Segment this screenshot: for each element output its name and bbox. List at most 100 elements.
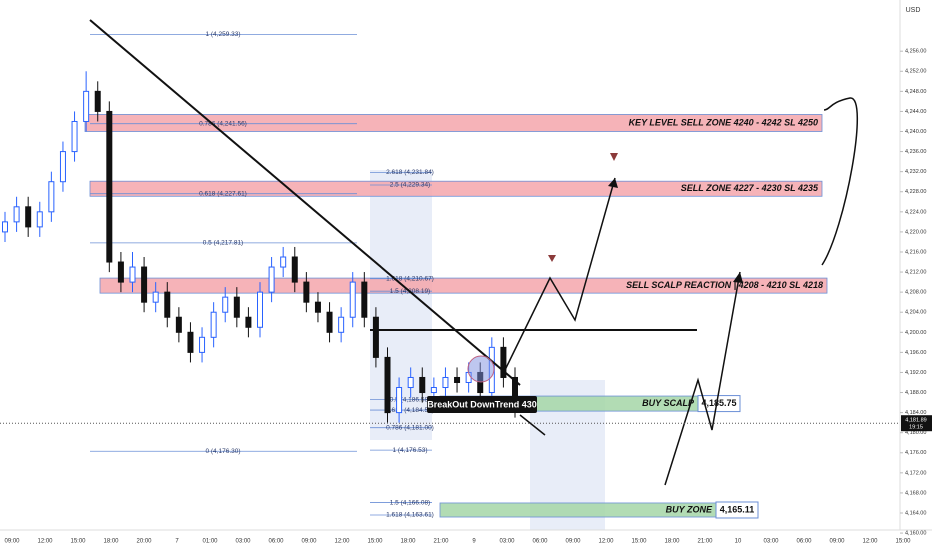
x-tick-label: 10 bbox=[735, 539, 742, 545]
candle-body bbox=[268, 266, 275, 293]
zone bbox=[89, 180, 823, 197]
x-tick-label: 03:00 bbox=[499, 539, 515, 545]
candle-body bbox=[314, 301, 321, 313]
x-tick-label: 06:00 bbox=[796, 539, 812, 545]
candle-body bbox=[83, 90, 90, 122]
last-price-box bbox=[901, 415, 932, 432]
x-tick-label: 18:00 bbox=[103, 539, 119, 545]
candle-body bbox=[245, 316, 252, 328]
y-tick-label: 4,244.00 bbox=[905, 109, 926, 115]
candle-body bbox=[2, 221, 8, 233]
candle-body bbox=[222, 296, 229, 313]
y-tick-label: 4,216.00 bbox=[905, 249, 926, 255]
fib-label: 1.618 (4,210.67) bbox=[386, 275, 434, 282]
candle-body bbox=[396, 387, 403, 414]
candle-body bbox=[187, 331, 194, 353]
candle-body bbox=[129, 266, 136, 283]
x-tick-label: 09:00 bbox=[4, 539, 20, 545]
y-tick-label: 4,168.00 bbox=[905, 490, 926, 496]
candle-body bbox=[25, 206, 32, 228]
y-tick-label: 4,256.00 bbox=[905, 49, 926, 55]
x-tick-label: 01:00 bbox=[202, 539, 218, 545]
candle-body bbox=[210, 311, 217, 338]
candle-body bbox=[430, 387, 437, 394]
zone-label: KEY LEVEL SELL ZONE 4240 - 4242 SL 4250 bbox=[629, 117, 818, 127]
candle-body bbox=[280, 256, 287, 268]
y-tick-label: 4,188.00 bbox=[905, 390, 926, 396]
fib-label: 0.618 (4,184.51) bbox=[386, 407, 434, 414]
x-tick-label: 03:00 bbox=[235, 539, 251, 545]
trend-line bbox=[89, 19, 521, 386]
y-tick-label: 4,236.00 bbox=[905, 149, 926, 155]
arrow bbox=[519, 414, 546, 436]
candle-body bbox=[117, 261, 124, 283]
y-tick-label: 4,240.00 bbox=[905, 129, 926, 135]
y-tick-label: 4,252.00 bbox=[905, 69, 926, 75]
fib-label: 0.786 (4,181.00) bbox=[386, 424, 434, 431]
y-tick-label: 4,160.00 bbox=[905, 531, 926, 537]
price-box bbox=[697, 395, 741, 413]
x-tick-label: 21:00 bbox=[697, 539, 713, 545]
y-tick-label: 4,164.00 bbox=[905, 510, 926, 516]
x-tick-label: 7 bbox=[175, 539, 179, 545]
y-tick-label: 4,208.00 bbox=[905, 290, 926, 296]
y-tick-label: 4,248.00 bbox=[905, 89, 926, 95]
candle-body bbox=[233, 296, 240, 318]
candle-body bbox=[454, 376, 461, 383]
countdown: 19:15 bbox=[909, 425, 923, 431]
fib-label: 0.5 (4,186.58) bbox=[390, 396, 430, 403]
annotation: BreakOut DownTrend 430 bbox=[427, 399, 537, 409]
candle-body bbox=[36, 211, 43, 228]
currency: USD bbox=[906, 7, 921, 14]
x-tick-label: 18:00 bbox=[400, 539, 416, 545]
x-tick-label: 20:00 bbox=[136, 539, 152, 545]
candle-body bbox=[384, 356, 391, 414]
candle-body bbox=[361, 281, 368, 318]
plot: 4,160.00 4,164.00 4,168.00 4,172.00 4,176.00… bbox=[2, 31, 926, 545]
arrowhead bbox=[608, 178, 618, 188]
candle-body bbox=[48, 181, 55, 213]
candle-body bbox=[326, 311, 333, 333]
fib-label: 1.5 (4,166.08) bbox=[390, 499, 430, 506]
y-tick-label: 4,176.00 bbox=[905, 450, 926, 456]
projection bbox=[504, 177, 616, 371]
fib-label: 2.618 (4,231.84) bbox=[386, 169, 434, 176]
y-tick-label: 4,224.00 bbox=[905, 209, 926, 215]
candle-body bbox=[291, 256, 298, 283]
candle-body bbox=[199, 336, 206, 353]
fib-label: 0.786 (4,241.56) bbox=[199, 120, 247, 127]
zone-label: SELL SCALP REACTION | 4208 - 4210 SL 421… bbox=[626, 280, 823, 290]
x-tick-label: 12:00 bbox=[598, 539, 614, 545]
zone-label: SELL ZONE 4227 - 4230 SL 4235 bbox=[681, 183, 819, 193]
candle-body bbox=[106, 110, 113, 263]
x-tick-label: 21:00 bbox=[433, 539, 449, 545]
candle-body bbox=[372, 316, 379, 358]
annotation-box bbox=[427, 396, 537, 413]
candle-body bbox=[141, 266, 148, 303]
marker bbox=[610, 153, 618, 161]
x-tick-label: 15:00 bbox=[367, 539, 383, 545]
candle-body bbox=[338, 316, 345, 333]
loop-arrow bbox=[821, 97, 859, 266]
candle-body bbox=[13, 206, 20, 223]
y-tick-label: 4,232.00 bbox=[905, 169, 926, 175]
x-tick-label: 15:00 bbox=[895, 539, 911, 545]
candle-body bbox=[349, 281, 356, 318]
fib-label: 0.618 (4,227.61) bbox=[199, 190, 247, 197]
fib-label: 1 (4,176.53) bbox=[392, 447, 427, 454]
y-tick-label: 4,196.00 bbox=[905, 350, 926, 356]
zone-label: BUY ZONE bbox=[666, 504, 713, 514]
y-tick-label: 4,172.00 bbox=[905, 470, 926, 476]
candle-body bbox=[94, 90, 101, 112]
x-tick-label: 12:00 bbox=[37, 539, 53, 545]
y-tick-label: 4,228.00 bbox=[905, 189, 926, 195]
fib-label: 2.5 (4,229.34) bbox=[390, 182, 430, 189]
candle-body bbox=[257, 291, 263, 328]
y-tick-label: 4,204.00 bbox=[905, 310, 926, 316]
y-tick-label: 4,184.00 bbox=[905, 410, 926, 416]
candle-body bbox=[419, 376, 426, 394]
y-tick-label: 4,200.00 bbox=[905, 330, 926, 336]
x-tick-label: 06:00 bbox=[268, 539, 284, 545]
